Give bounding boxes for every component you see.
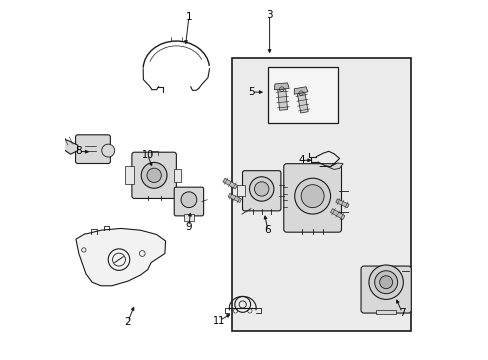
Polygon shape (277, 89, 287, 110)
FancyBboxPatch shape (283, 164, 341, 232)
Text: 6: 6 (264, 225, 270, 235)
Bar (375, 310, 395, 315)
Polygon shape (76, 228, 165, 286)
Polygon shape (294, 87, 307, 94)
Text: 11: 11 (213, 316, 225, 325)
Polygon shape (319, 163, 343, 170)
FancyBboxPatch shape (76, 135, 110, 163)
Bar (267, 67, 337, 123)
Circle shape (108, 249, 129, 270)
Circle shape (141, 162, 167, 188)
Polygon shape (49, 135, 78, 154)
Bar (183, 214, 194, 221)
Circle shape (368, 265, 403, 300)
Text: 5: 5 (248, 87, 254, 97)
Circle shape (147, 168, 161, 183)
Polygon shape (228, 193, 241, 202)
Text: 8: 8 (75, 146, 82, 156)
FancyBboxPatch shape (242, 171, 280, 211)
Bar (174, 169, 181, 182)
Text: 4: 4 (298, 155, 305, 165)
Text: 10: 10 (141, 150, 154, 160)
Circle shape (374, 271, 397, 294)
Circle shape (254, 182, 268, 196)
Polygon shape (297, 93, 307, 113)
Text: 9: 9 (185, 222, 192, 231)
Text: 2: 2 (124, 317, 131, 327)
Polygon shape (223, 178, 237, 189)
Bar (125, 166, 134, 184)
Circle shape (181, 192, 196, 208)
FancyBboxPatch shape (132, 152, 176, 198)
Bar (231, 58, 410, 330)
Circle shape (294, 178, 330, 214)
Circle shape (379, 276, 392, 289)
FancyBboxPatch shape (174, 187, 203, 216)
Bar (236, 185, 244, 196)
Polygon shape (330, 208, 345, 220)
Polygon shape (274, 83, 288, 90)
Text: 3: 3 (266, 10, 272, 20)
Circle shape (301, 185, 324, 208)
Polygon shape (335, 199, 348, 208)
Text: 7: 7 (398, 308, 405, 318)
FancyBboxPatch shape (360, 266, 410, 313)
Circle shape (249, 177, 273, 201)
Text: 1: 1 (185, 12, 192, 22)
Circle shape (102, 144, 115, 157)
